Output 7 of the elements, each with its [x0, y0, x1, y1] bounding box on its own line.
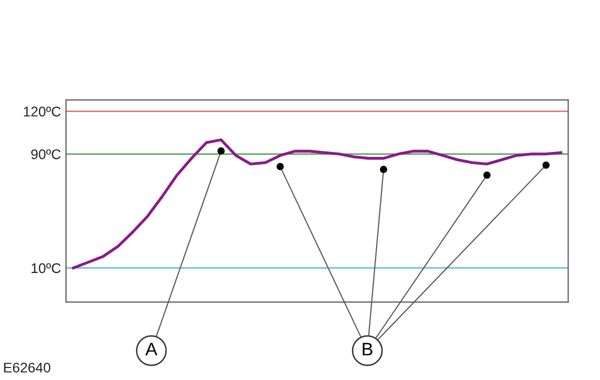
- y-tick-label: 120ºC: [24, 106, 61, 116]
- text: E62640: [4, 362, 50, 373]
- text: A: [145, 342, 158, 356]
- text: B: [362, 342, 372, 356]
- line-series: [72, 138, 562, 270]
- y-tick-label: 90ºC: [31, 149, 61, 160]
- y-tick-label: 10ºC: [32, 263, 61, 274]
